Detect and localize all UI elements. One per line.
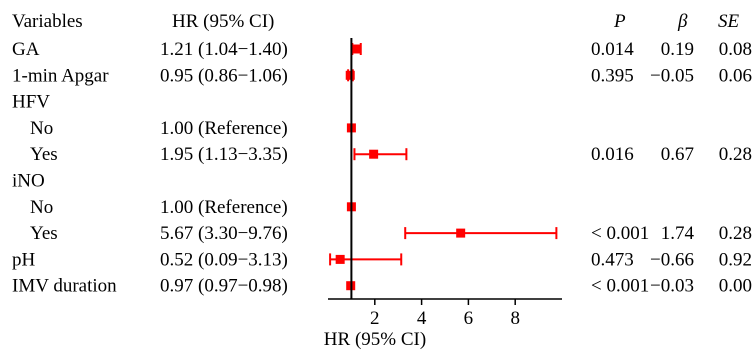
- row-label: iNO: [12, 171, 45, 192]
- row-se: 0.28: [719, 144, 752, 165]
- x-tick-label: 6: [464, 308, 474, 329]
- table-row: GA 1.21 (1.04−1.40) 0.014 0.19 0.08: [12, 39, 752, 60]
- header-beta: β: [677, 11, 688, 32]
- row-label: Yes: [30, 144, 58, 165]
- row-beta: −0.03: [650, 276, 694, 297]
- row-label: 1-min Apgar: [12, 65, 109, 86]
- row-hr-text: 0.95 (0.86−1.06): [160, 65, 288, 86]
- header-hr: HR (95% CI): [172, 11, 274, 32]
- hr-point: [456, 228, 466, 238]
- table-row: Yes 1.95 (1.13−3.35) 0.016 0.67 0.28: [30, 144, 752, 165]
- row-p-value: < 0.001: [591, 276, 649, 297]
- row-label: GA: [12, 39, 40, 60]
- table-row: pH 0.52 (0.09−3.13) 0.473 −0.66 0.92: [12, 249, 752, 270]
- table-row: 1-min Apgar 0.95 (0.86−1.06) 0.395 −0.05 0.0…: [12, 65, 752, 86]
- row-label: Yes: [30, 223, 58, 244]
- row-se: 0.00: [719, 276, 752, 297]
- row-hr-text: 1.00 (Reference): [160, 197, 288, 218]
- table-row: IMV duration 0.97 (0.97−0.98) < 0.001 −0.03…: [12, 276, 752, 297]
- row-p-value: 0.014: [591, 39, 634, 60]
- row-label: HFV: [12, 92, 50, 113]
- row-p-value: 0.395: [591, 65, 634, 86]
- row-hr-text: 0.52 (0.09−3.13): [160, 249, 288, 270]
- row-se: 0.08: [719, 39, 752, 60]
- row-label: No: [30, 118, 53, 139]
- row-hr-text: 5.67 (3.30−9.76): [160, 223, 288, 244]
- row-p-value: < 0.001: [591, 223, 649, 244]
- x-axis: 2 4 6 8: [328, 38, 562, 329]
- table-row: No 1.00 (Reference): [30, 197, 356, 218]
- row-se: 0.92: [719, 249, 752, 270]
- hr-point: [345, 70, 355, 80]
- row-label: No: [30, 197, 53, 218]
- row-se: 0.28: [719, 223, 752, 244]
- row-beta: −0.66: [650, 249, 694, 270]
- header-variables: Variables: [12, 11, 83, 32]
- table-rows: GA 1.21 (1.04−1.40) 0.014 0.19 0.08 1-min Apg…: [12, 39, 752, 297]
- x-tick-label: 8: [510, 308, 520, 329]
- row-hr-text: 1.21 (1.04−1.40): [160, 39, 288, 60]
- row-hr-text: 0.97 (0.97−0.98): [160, 276, 288, 297]
- row-hr-text: 1.00 (Reference): [160, 118, 288, 139]
- row-beta: −0.05: [650, 65, 694, 86]
- row-beta: 0.19: [661, 39, 694, 60]
- hr-point: [351, 44, 361, 54]
- x-tick-label: 4: [417, 308, 427, 329]
- table-row: Yes 5.67 (3.30−9.76) < 0.001 1.74 0.28: [30, 223, 752, 244]
- header-p: P: [613, 11, 626, 32]
- x-axis-label: HR (95% CI): [324, 329, 426, 350]
- row-p-value: 0.473: [591, 249, 634, 270]
- row-hr-text: 1.95 (1.13−3.35): [160, 144, 288, 165]
- row-se: 0.06: [719, 65, 752, 86]
- header-se: SE: [718, 11, 740, 32]
- row-beta: 1.74: [661, 223, 695, 244]
- row-label: IMV duration: [12, 276, 117, 297]
- x-tick-label: 2: [370, 308, 380, 329]
- hr-point: [335, 254, 345, 264]
- table-row: HFV: [12, 92, 50, 113]
- row-label: pH: [12, 249, 36, 270]
- row-beta: 0.67: [661, 144, 694, 165]
- hr-point: [369, 149, 379, 159]
- row-p-value: 0.016: [591, 144, 634, 165]
- table-row: iNO: [12, 171, 45, 192]
- table-row: No 1.00 (Reference): [30, 118, 356, 139]
